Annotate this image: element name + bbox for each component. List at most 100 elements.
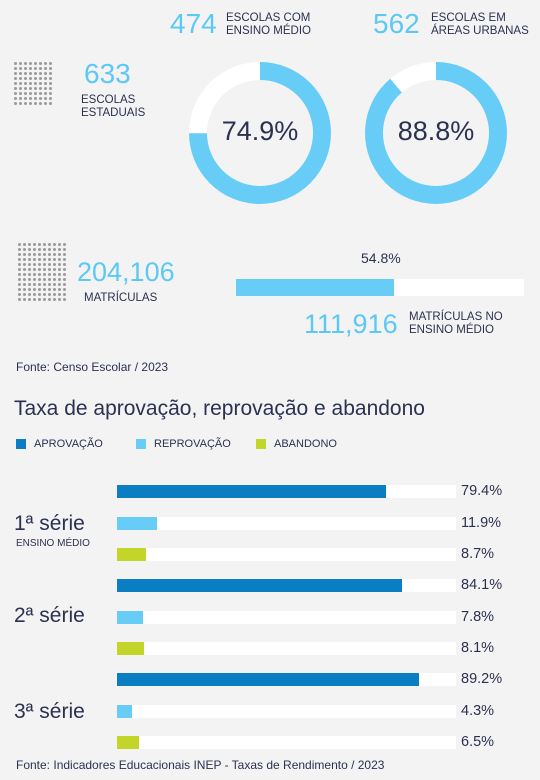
icon-dot [48,288,51,291]
icon-dot [63,273,66,276]
icon-dot [34,82,37,85]
bar-value-label-aprovacao-serie-3: 89.2% [461,671,503,687]
icon-dot [49,62,52,65]
bar-value-label-aprovacao-serie-2: 84.1% [461,577,503,593]
icon-dot [63,293,66,296]
matriculas-medio-fill [236,279,394,296]
icon-dot [33,278,36,281]
bar-abandono-serie-3 [117,736,140,749]
stat-matriculas-number: 204,106 [77,257,175,287]
icon-dot [19,102,22,105]
icon-dot [43,263,46,266]
legend-reprovacao: REPROVAÇÃO [136,438,231,450]
stat-matriculas-medio-number: 111,916 [304,309,398,339]
icon-dot [14,72,17,75]
stat-matriculas-medio-label-line1: MATRÍCULAS NO [409,311,503,323]
chart-title: Taxa de aprovação, reprovação e abandono [14,397,425,420]
legend-abandono: ABANDONO [256,438,337,450]
icon-dot [23,263,26,266]
icon-dot [43,298,46,301]
icon-dot [53,278,56,281]
icon-dot [44,92,47,95]
source-note-inep: Fonte: Indicadores Educacionais INEP - T… [16,758,385,772]
icon-dot [49,72,52,75]
icon-dot [33,243,36,246]
icon-dot [23,278,26,281]
icon-dot [24,97,27,100]
icon-dot [48,243,51,246]
bar-value-label-abandono-serie-1: 8.7% [461,546,495,562]
bar-track [117,610,456,624]
icon-dot [44,82,47,85]
bar-value-label-abandono-serie-3: 6.5% [461,734,495,750]
icon-dot [34,77,37,80]
icon-dot [33,258,36,261]
icon-dot [18,268,21,271]
icon-dot [39,62,42,65]
stat-escolas-estaduais-label-line1: ESCOLAS [81,94,136,106]
bar-abandono-serie-2 [117,642,145,655]
icon-dot [39,92,42,95]
icon-dot [24,72,27,75]
icon-dot [39,102,42,105]
stat-escolas-urbanas-number: 562 [373,8,420,39]
icon-dot [18,283,21,286]
icon-dot [38,243,41,246]
icon-dot [24,77,27,80]
icon-dot [43,293,46,296]
icon-dot [53,258,56,261]
icon-dot [53,268,56,271]
icon-dot [28,273,31,276]
icon-dot [38,283,41,286]
legend-aprovacao-swatch [16,439,26,449]
icon-dot [18,253,21,256]
icon-dot [39,72,42,75]
icon-dot [63,268,66,271]
icon-dot [43,273,46,276]
icon-dot [48,253,51,256]
icon-dot [63,288,66,291]
icon-dot [39,67,42,70]
icon-dot [48,278,51,281]
icon-dot [53,253,56,256]
icon-dot [39,82,42,85]
icon-dot [33,293,36,296]
bar-value-label-reprovacao-serie-2: 7.8% [461,608,495,625]
icon-dot [53,283,56,286]
icon-dot [23,248,26,251]
bar-track [117,548,456,561]
icon-dot [39,77,42,80]
icon-dot [24,102,27,105]
stat-escolas-estaduais-label: ESCOLAS ESTADUAIS [81,94,145,120]
icon-dot [23,268,26,271]
icon-dot [19,97,22,100]
donut-escolas-urbanas-percent: 88.8% [397,116,475,146]
enrollment-icon [18,243,66,301]
icon-dot [49,67,52,70]
bar-reprovacao-serie-3 [117,704,132,718]
donut-escolas-medio [189,62,331,204]
icon-dot [58,263,61,266]
icon-dot [23,283,26,286]
icon-dot [63,298,66,301]
icon-dot [63,258,66,261]
icon-dot [58,253,61,256]
bar-track [117,704,456,718]
icon-dot [38,298,41,301]
icon-dot [38,293,41,296]
icon-dot [34,97,37,100]
icon-dot [58,243,61,246]
icon-dot [18,243,21,246]
icon-dot [29,77,32,80]
icon-dot [24,92,27,95]
icon-dot [34,62,37,65]
icon-dot [49,87,52,90]
icon-dot [53,263,56,266]
legend-reprovacao-swatch [136,439,146,449]
icon-dot [19,62,22,65]
icon-dot [19,77,22,80]
stat-escolas-medio-label: ESCOLAS COM ENSINO MÉDIO [226,12,311,38]
icon-dot [58,298,61,301]
icon-dot [29,102,32,105]
icon-dot [14,82,17,85]
